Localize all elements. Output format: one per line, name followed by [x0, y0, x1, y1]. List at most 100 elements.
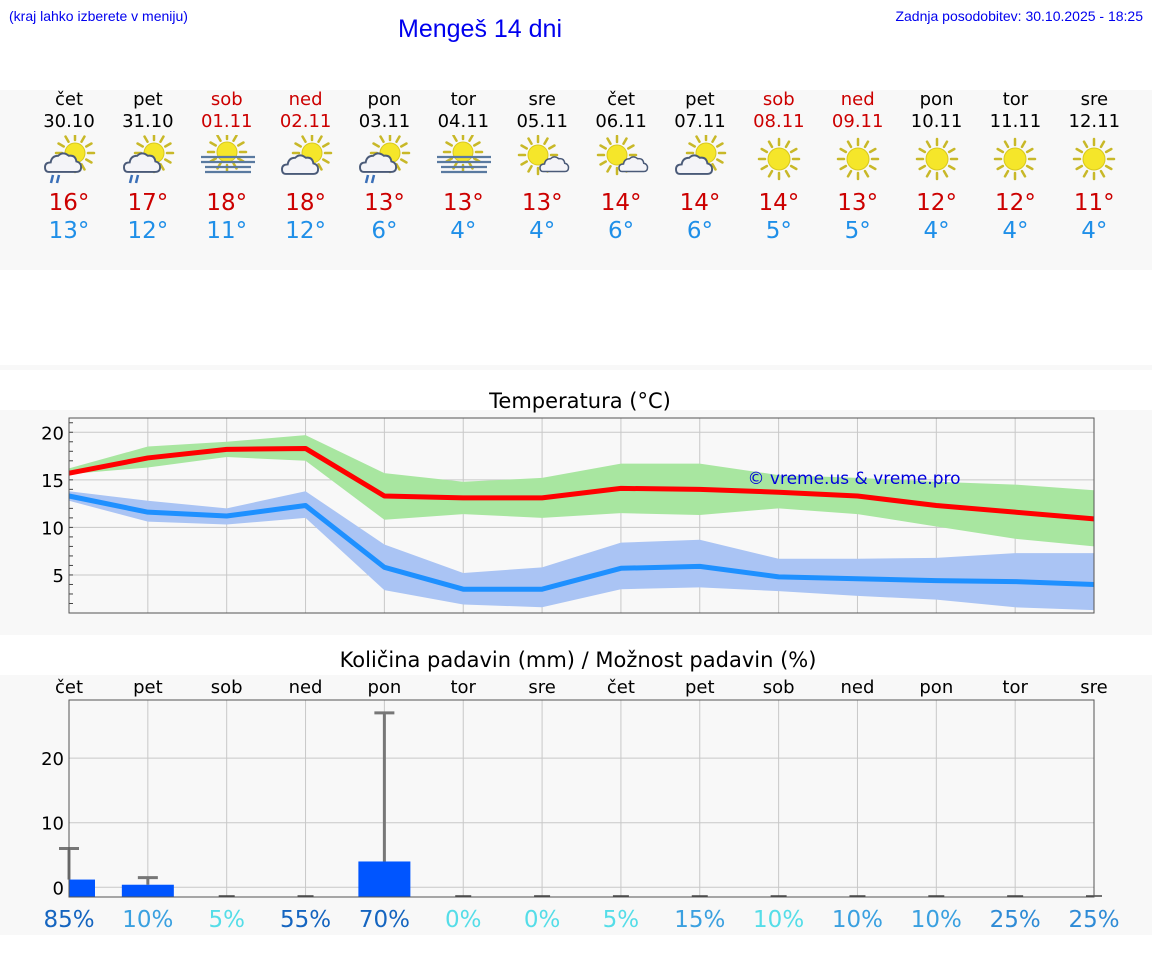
- sun-fog-icon: [200, 135, 255, 174]
- temp-min: 11°: [206, 218, 248, 244]
- temp-min: 5°: [844, 218, 871, 244]
- day-date: 06.11: [595, 111, 647, 132]
- plot-frame: [68, 699, 1095, 898]
- temp-max: 18°: [285, 190, 326, 216]
- precip-probability: 5%: [603, 907, 640, 933]
- day-label: sre: [1080, 677, 1107, 698]
- temp-min: 6°: [371, 218, 398, 244]
- day-date: 02.11: [279, 111, 332, 132]
- y-tick-label: 5: [53, 566, 64, 587]
- forecast-strip: [0, 90, 1152, 270]
- precip-probability: 25%: [990, 907, 1041, 933]
- forecast-day: sob 01.11 18° 11°: [187, 89, 267, 245]
- day-name: tor: [1002, 89, 1029, 110]
- day-date: 09.11: [831, 111, 884, 132]
- temp-max: 16°: [48, 190, 90, 216]
- sun-cloud-rain-icon: [122, 135, 175, 184]
- day-label: sob: [211, 677, 243, 698]
- temp-max: 14°: [679, 190, 721, 216]
- day-date: 04.11: [437, 111, 490, 132]
- forecast-day: pon 10.11 12° 4°: [897, 89, 977, 245]
- temp-min: 4°: [450, 218, 477, 244]
- day-date: 10.11: [910, 111, 963, 132]
- day-label: pet: [685, 677, 715, 698]
- temp-min: 12°: [285, 218, 326, 244]
- day-label: pet: [133, 677, 163, 698]
- sun-cloud-icon: [675, 135, 727, 175]
- temp-max: 13°: [364, 190, 405, 216]
- day-label: pon: [367, 677, 401, 698]
- day-name: pet: [133, 89, 163, 110]
- forecast-day: tor 04.11 13° 4°: [423, 89, 503, 245]
- sun-fog-icon: [437, 135, 492, 174]
- forecast-day: pet 31.10 17° 12°: [108, 89, 188, 245]
- sun-small-cloud-icon: [596, 135, 649, 176]
- forecast-day: sre 12.11 11° 4°: [1054, 89, 1134, 245]
- forecast-day: pet 07.11 14° 6°: [660, 89, 740, 245]
- y-tick-label: 20: [41, 423, 64, 444]
- y-tick-label: 10: [41, 814, 64, 835]
- day-name: sre: [528, 89, 556, 110]
- precip-probability: 10%: [832, 907, 883, 933]
- sun-cloud-rain-icon: [359, 135, 411, 184]
- y-tick-label: 0: [53, 878, 64, 899]
- day-name: pon: [919, 89, 954, 110]
- day-label: čet: [607, 677, 635, 698]
- temp-max: 12°: [916, 190, 957, 216]
- temp-min: 4°: [529, 218, 556, 244]
- precip-probability: 10%: [753, 907, 804, 933]
- day-date: 31.10: [122, 111, 174, 132]
- day-name: ned: [840, 89, 875, 110]
- forecast-day: ned 02.11 18° 12°: [266, 89, 346, 245]
- page-title: Mengeš 14 dni: [398, 15, 563, 43]
- temperature-chart: 5 10 15 20 Temperatura (°C) © vreme.us & vrem…: [41, 389, 1095, 614]
- location-hint: (kraj lahko izberete v meniju): [9, 8, 188, 24]
- temperature-chart-title: Temperatura (°C): [488, 389, 671, 413]
- temp-min: 4°: [1002, 218, 1029, 244]
- sun-small-cloud-icon: [517, 135, 570, 176]
- forecast-day: čet 06.11 14° 6°: [581, 89, 661, 245]
- temp-max: 12°: [995, 190, 1036, 216]
- temp-max: 13°: [837, 190, 879, 216]
- day-label: čet: [55, 677, 83, 698]
- day-name: čet: [607, 89, 636, 110]
- forecast-day: pon 03.11 13° 6°: [344, 89, 424, 245]
- sun-icon: [994, 137, 1037, 181]
- day-date: 12.11: [1068, 111, 1121, 132]
- temp-min: 13°: [48, 218, 90, 244]
- temp-min: 4°: [1081, 218, 1108, 244]
- precip-bar: [358, 861, 411, 897]
- temp-max: 13°: [442, 190, 484, 216]
- day-name: čet: [54, 89, 84, 110]
- precip-probability: 55%: [280, 907, 331, 933]
- day-label: pon: [919, 677, 953, 698]
- precip-probability: 0%: [524, 907, 561, 933]
- day-label: sre: [528, 677, 555, 698]
- temp-max: 11°: [1073, 190, 1115, 216]
- sun-icon: [836, 137, 879, 181]
- sun-icon: [1073, 137, 1116, 181]
- day-name: sre: [1080, 89, 1109, 110]
- forecast-day: sob 08.11 14° 5°: [739, 89, 819, 245]
- day-name: pet: [685, 89, 715, 110]
- forecast-day: čet 30.10 16° 13°: [29, 89, 109, 245]
- temp-max: 17°: [127, 190, 169, 216]
- day-name: sob: [762, 89, 795, 110]
- precip-bar: [121, 884, 174, 897]
- day-date: 08.11: [753, 111, 805, 132]
- precip-probability: 0%: [445, 907, 482, 933]
- y-tick-label: 10: [41, 518, 64, 539]
- day-date: 05.11: [516, 111, 568, 132]
- forecast-day: sre 05.11 13° 4°: [502, 89, 582, 245]
- min-line: [68, 493, 1095, 592]
- forecast-day: tor 11.11 12° 4°: [975, 89, 1055, 245]
- day-label: ned: [841, 677, 875, 698]
- temp-min: 4°: [923, 218, 950, 244]
- day-date: 30.10: [43, 111, 95, 132]
- precip-probability: 85%: [43, 907, 94, 933]
- divider: [0, 365, 1152, 370]
- temp-min: 6°: [608, 218, 635, 244]
- precip-probability: 25%: [1068, 907, 1119, 933]
- day-date: 03.11: [358, 111, 411, 132]
- day-date: 01.11: [200, 111, 253, 132]
